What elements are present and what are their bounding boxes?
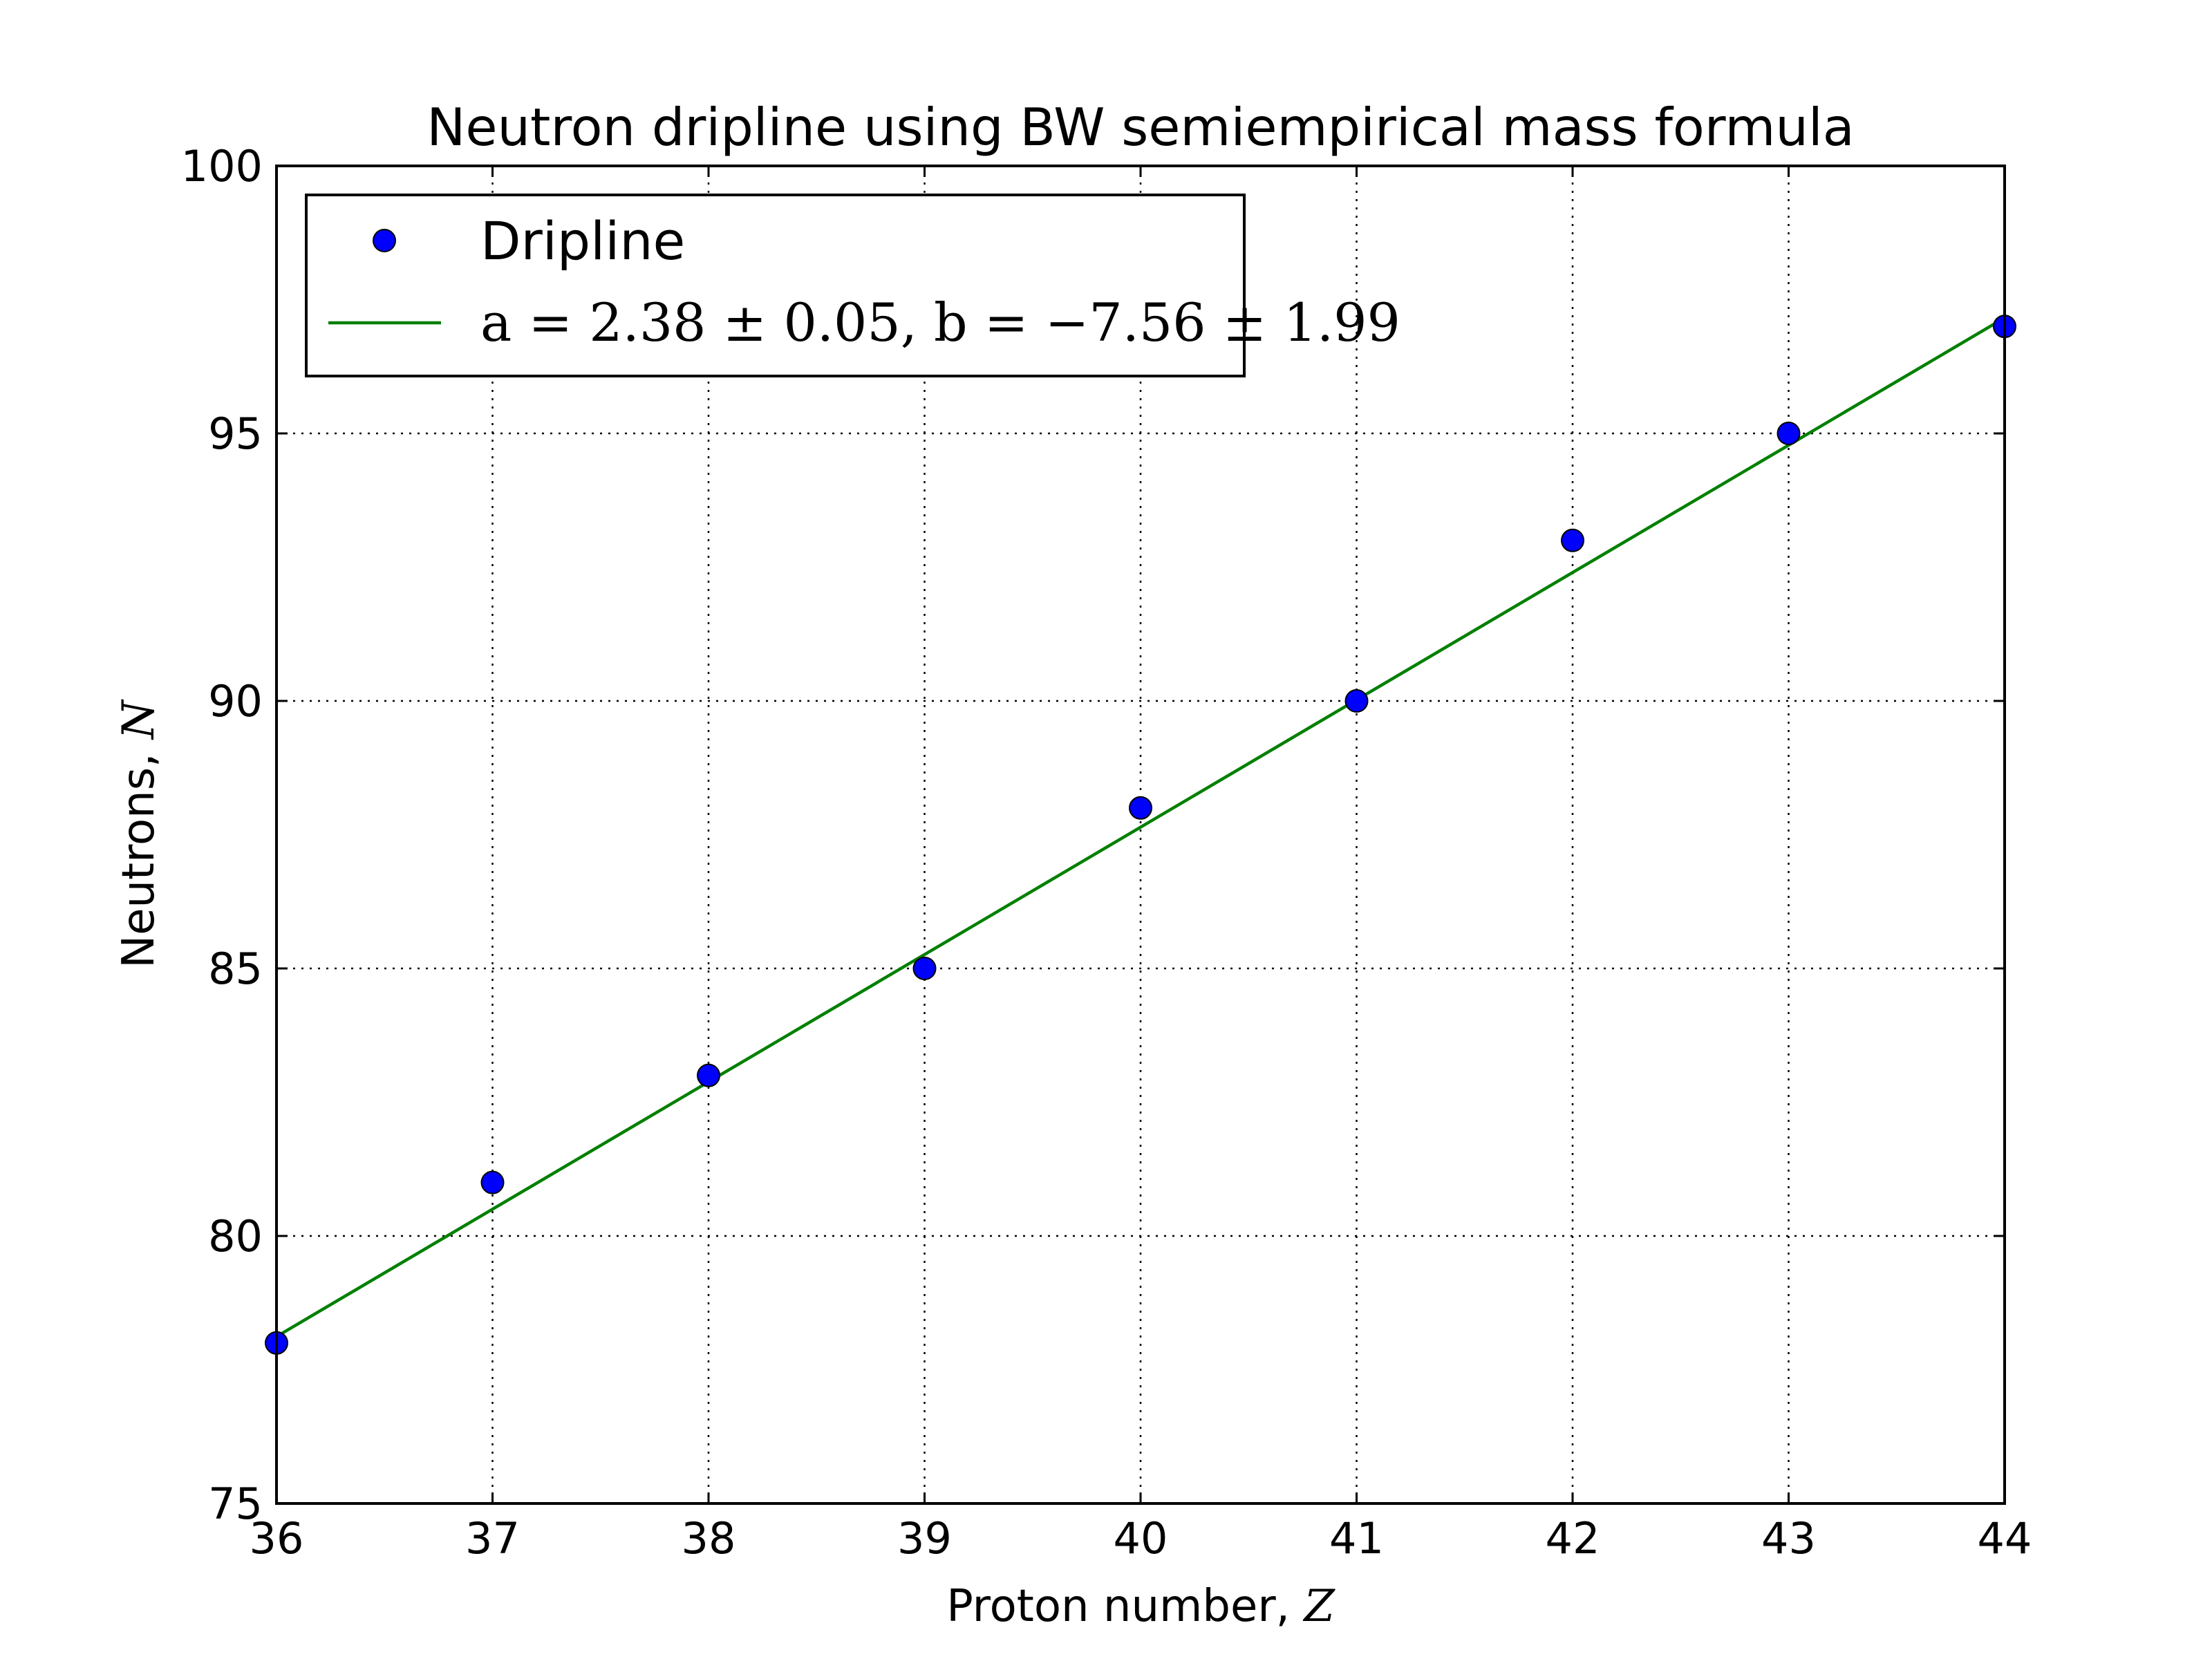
y-axis-label: Neutrons, N — [113, 699, 165, 968]
x-tick-labels: 36 37 38 39 40 41 42 43 44 — [250, 1513, 2032, 1564]
data-point — [1777, 422, 1801, 445]
y-tick-label: 90 — [208, 676, 263, 727]
y-tick-label: 80 — [208, 1211, 263, 1262]
x-tick-label: 36 — [250, 1513, 304, 1564]
y-tick-label: 95 — [208, 409, 263, 459]
y-tick-label: 85 — [208, 944, 263, 994]
x-tick-label: 43 — [1761, 1513, 1816, 1564]
y-tick-labels: 75 80 85 90 95 100 — [181, 141, 263, 1529]
y-axis-label-text: Neutrons, — [113, 739, 165, 968]
y-tick-label: 100 — [181, 141, 263, 191]
x-tick-label: 42 — [1546, 1513, 1600, 1564]
x-tick-label: 37 — [465, 1513, 520, 1564]
fit-line — [275, 316, 2006, 1338]
x-tick-label: 39 — [897, 1513, 952, 1564]
plot-area — [276, 166, 2005, 1503]
data-point — [480, 1170, 505, 1194]
legend-box — [305, 194, 1246, 377]
data-point — [1129, 796, 1152, 820]
data-point — [1344, 689, 1369, 713]
legend-label-fit: a = 2.38 ± 0.05, b = −7.56 ± 1.99 — [480, 292, 1400, 353]
x-tick-label: 40 — [1114, 1513, 1168, 1564]
ticks — [275, 165, 2006, 1505]
dripline-points — [265, 315, 2016, 1355]
x-axis-label-symbol: Z — [1302, 1581, 1335, 1632]
series-layer — [265, 315, 2016, 1355]
legend: Dripline a = 2.38 ± 0.05, b = −7.56 ± 1.… — [305, 194, 1400, 377]
legend-label-dripline: Dripline — [480, 210, 685, 272]
data-point — [912, 957, 937, 980]
x-tick-label: 41 — [1329, 1513, 1384, 1564]
data-point — [1561, 528, 1584, 552]
x-tick-label: 44 — [1978, 1513, 2032, 1564]
y-tick-label: 75 — [208, 1479, 263, 1529]
x-axis-label: Proton number, Z — [946, 1581, 1335, 1632]
chart-title: Neutron dripline using BW semiempirical … — [427, 97, 1854, 158]
x-tick-label: 38 — [682, 1513, 736, 1564]
legend-marker-dripline — [373, 229, 396, 252]
y-axis-label-symbol: N — [113, 699, 165, 740]
x-axis-label-text: Proton number, — [946, 1581, 1304, 1632]
data-point — [697, 1063, 720, 1087]
